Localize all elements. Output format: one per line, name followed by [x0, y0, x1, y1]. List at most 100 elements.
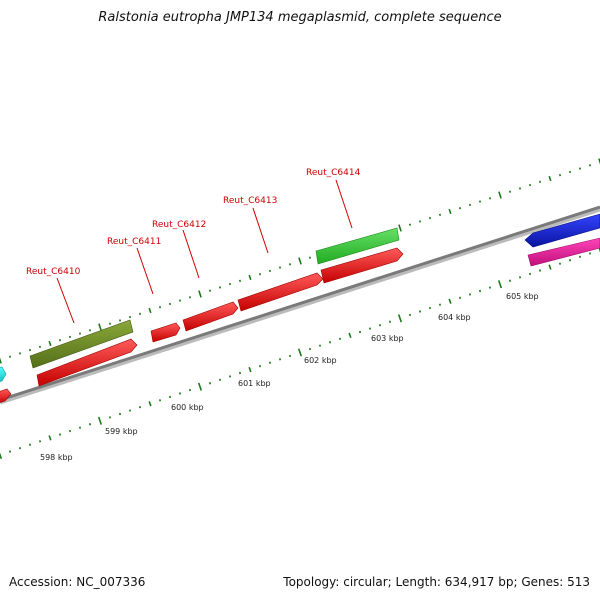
- tick-mark: [328, 341, 332, 344]
- tick-mark: [128, 409, 132, 412]
- gene-label-reut-c6410[interactable]: Reut_C6410: [26, 267, 81, 277]
- tick-mark: [238, 279, 242, 283]
- tick-mark: [538, 269, 542, 272]
- inner-tick-ring: [0, 245, 600, 460]
- tick-mark: [8, 450, 12, 453]
- tick-mark: [88, 329, 92, 332]
- tick-mark: [508, 190, 512, 193]
- tick-mark: [38, 345, 42, 349]
- tick-mark: [208, 289, 212, 292]
- tick-mark: [578, 167, 582, 170]
- summary-text: Topology: circular; Length: 634,917 bp; …: [283, 575, 590, 589]
- tick-mark: [18, 352, 22, 355]
- tick-mark: [548, 175, 552, 182]
- gene-arrow-blue[interactable]: [524, 213, 600, 248]
- tick-mark: [508, 279, 512, 282]
- gene-arrow-red[interactable]: [182, 301, 239, 332]
- gene-label-reut-c6413[interactable]: Reut_C6413: [223, 196, 277, 206]
- tick-mark: [438, 213, 442, 217]
- tick-mark: [588, 252, 592, 255]
- gene-arrow-cyan[interactable]: [0, 366, 7, 383]
- tick-mark: [228, 375, 232, 378]
- tick-mark: [178, 392, 182, 395]
- tick-mark: [118, 319, 122, 322]
- tick-mark: [108, 322, 112, 325]
- tick-mark: [497, 280, 503, 289]
- tick-mark: [478, 200, 482, 203]
- tick-mark: [238, 371, 242, 375]
- backbone-shadow: [0, 206, 600, 405]
- tick-mark: [578, 255, 582, 259]
- tick-mark: [338, 337, 342, 341]
- scale-label-600: 600 kbp: [171, 403, 204, 412]
- tick-mark: [478, 289, 482, 293]
- scale-label-599: 599 kbp: [105, 427, 138, 436]
- scale-label-601: 601 kbp: [238, 379, 271, 388]
- tick-mark: [98, 323, 102, 331]
- tick-mark: [78, 332, 82, 335]
- tick-mark: [308, 256, 312, 259]
- tick-mark: [488, 286, 492, 289]
- tick-mark: [8, 355, 12, 358]
- tick-mark: [168, 302, 172, 306]
- gene-label-reut-c6411[interactable]: Reut_C6411: [107, 237, 161, 247]
- tick-mark: [568, 259, 572, 262]
- tick-mark: [38, 440, 42, 443]
- tick-mark: [428, 216, 432, 220]
- accession-text: Accession: NC_007336: [9, 575, 146, 589]
- tick-mark: [197, 382, 203, 391]
- tick-mark: [358, 330, 362, 334]
- tick-mark: [208, 382, 212, 385]
- gene-arrow-olive[interactable]: [29, 319, 134, 369]
- map-title: Ralstonia eutropha JMP134 megaplasmid, c…: [98, 10, 502, 25]
- tick-mark: [278, 358, 282, 361]
- tick-mark: [397, 314, 403, 323]
- gene-arrow-red[interactable]: [320, 247, 404, 284]
- tick-mark: [158, 399, 162, 402]
- gene-arrow-green[interactable]: [315, 227, 400, 265]
- gene-arrow-red[interactable]: [36, 338, 138, 387]
- tick-mark: [458, 296, 462, 300]
- tick-mark: [188, 296, 192, 299]
- tick-mark: [48, 435, 52, 441]
- tick-mark: [198, 290, 202, 298]
- gene-arrow-red[interactable]: [0, 388, 12, 404]
- scale-label-603: 603 kbp: [371, 334, 404, 343]
- scale-label-602: 602 kbp: [304, 356, 337, 365]
- tick-mark: [298, 257, 302, 265]
- tick-mark: [48, 340, 52, 347]
- tick-mark: [348, 332, 352, 339]
- tick-mark: [28, 443, 32, 446]
- tick-mark: [278, 266, 282, 269]
- tick-mark: [448, 298, 452, 304]
- tick-mark: [418, 220, 422, 223]
- tick-mark: [408, 313, 412, 317]
- tick-mark: [318, 344, 322, 347]
- gene-label-reut-c6412[interactable]: Reut_C6412: [152, 220, 206, 230]
- backbone: [0, 205, 600, 402]
- tick-mark: [268, 269, 272, 273]
- tick-mark: [398, 224, 402, 232]
- tick-mark: [448, 208, 452, 215]
- gene-arrow-red[interactable]: [150, 322, 181, 343]
- tick-mark: [228, 282, 232, 286]
- gene-arrow-pink[interactable]: [527, 237, 600, 267]
- tick-mark: [428, 306, 432, 310]
- tick-mark: [148, 401, 152, 407]
- tick-mark: [0, 357, 2, 364]
- tick-mark: [558, 173, 562, 177]
- gene-label-reut-c6414[interactable]: Reut_C6414: [306, 168, 361, 178]
- outer-tick-ring: [0, 158, 600, 364]
- tick-mark: [528, 272, 532, 276]
- tick-mark: [468, 293, 472, 296]
- tick-mark: [558, 262, 562, 265]
- tick-mark: [248, 274, 252, 281]
- tick-mark: [568, 170, 572, 174]
- tick-mark: [58, 338, 62, 342]
- tick-mark: [308, 347, 312, 351]
- tick-mark: [158, 305, 162, 309]
- tick-mark: [218, 378, 222, 382]
- gene-arrow-red[interactable]: [237, 272, 324, 312]
- tick-mark: [118, 412, 122, 416]
